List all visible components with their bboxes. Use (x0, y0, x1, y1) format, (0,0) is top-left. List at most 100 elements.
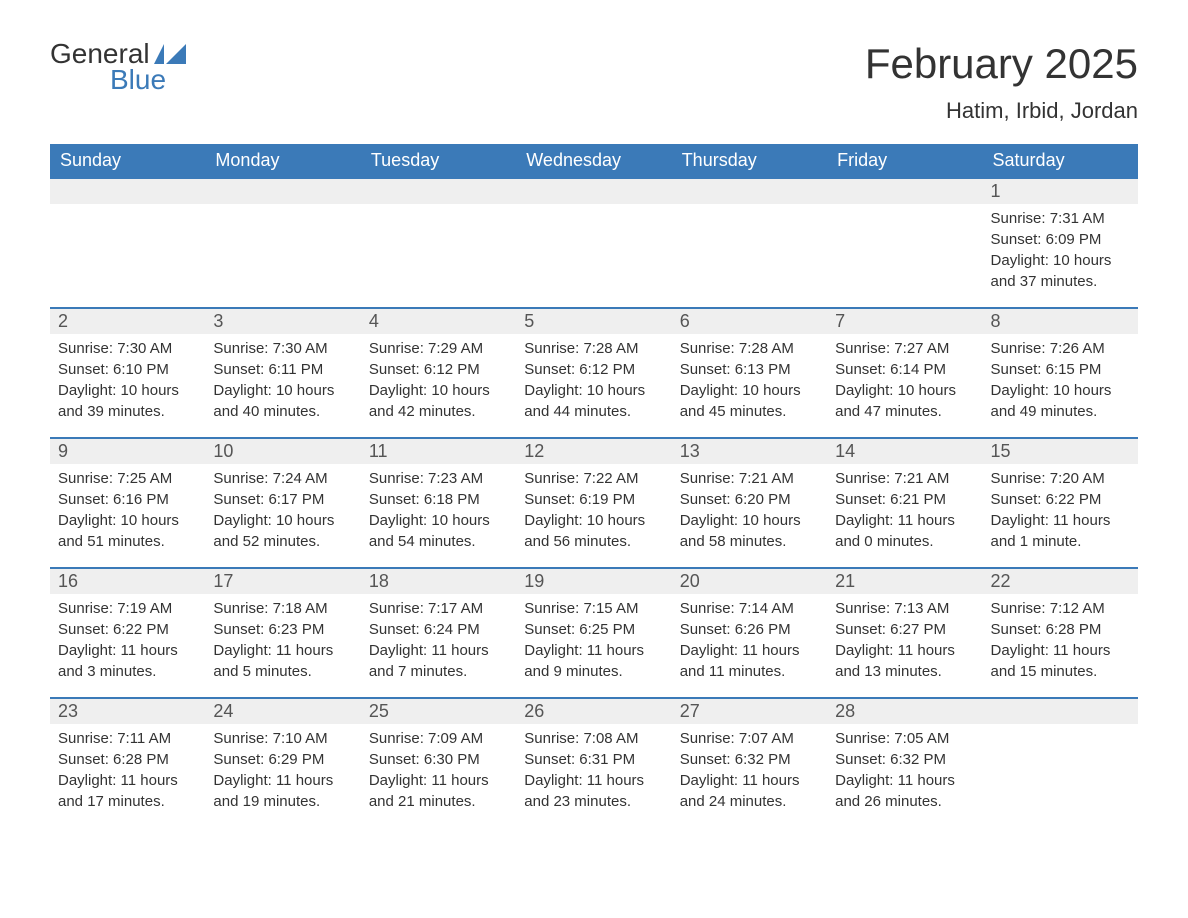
daylight-text: Daylight: 10 hours and 39 minutes. (58, 380, 197, 422)
sunset-text: Sunset: 6:23 PM (213, 619, 352, 640)
day-details: Sunrise: 7:29 AMSunset: 6:12 PMDaylight:… (361, 334, 516, 432)
day-number: 12 (516, 437, 671, 464)
day-number: 5 (516, 307, 671, 334)
sunset-text: Sunset: 6:16 PM (58, 489, 197, 510)
day-number: 21 (827, 567, 982, 594)
sunrise-text: Sunrise: 7:19 AM (58, 598, 197, 619)
sunrise-text: Sunrise: 7:31 AM (991, 208, 1130, 229)
sunrise-text: Sunrise: 7:21 AM (680, 468, 819, 489)
day-details: Sunrise: 7:28 AMSunset: 6:13 PMDaylight:… (672, 334, 827, 432)
daylight-text: Daylight: 11 hours and 23 minutes. (524, 770, 663, 812)
sunset-text: Sunset: 6:29 PM (213, 749, 352, 770)
sunrise-text: Sunrise: 7:15 AM (524, 598, 663, 619)
day-details: Sunrise: 7:05 AMSunset: 6:32 PMDaylight:… (827, 724, 982, 822)
logo: General Blue (50, 40, 186, 94)
sunrise-text: Sunrise: 7:20 AM (991, 468, 1130, 489)
sunset-text: Sunset: 6:26 PM (680, 619, 819, 640)
sunrise-text: Sunrise: 7:13 AM (835, 598, 974, 619)
logo-word-2: Blue (110, 66, 186, 94)
sunrise-text: Sunrise: 7:14 AM (680, 598, 819, 619)
day-details (983, 724, 1138, 738)
sunset-text: Sunset: 6:32 PM (835, 749, 974, 770)
daylight-text: Daylight: 11 hours and 24 minutes. (680, 770, 819, 812)
day-number: 4 (361, 307, 516, 334)
daylight-text: Daylight: 10 hours and 47 minutes. (835, 380, 974, 422)
day-details (672, 204, 827, 218)
sunrise-text: Sunrise: 7:28 AM (524, 338, 663, 359)
sunrise-text: Sunrise: 7:11 AM (58, 728, 197, 749)
day-number: 28 (827, 697, 982, 724)
day-details: Sunrise: 7:25 AMSunset: 6:16 PMDaylight:… (50, 464, 205, 562)
calendar-cell (50, 177, 205, 307)
calendar-cell: 3Sunrise: 7:30 AMSunset: 6:11 PMDaylight… (205, 307, 360, 437)
day-details: Sunrise: 7:08 AMSunset: 6:31 PMDaylight:… (516, 724, 671, 822)
calendar-cell (827, 177, 982, 307)
day-number: 22 (983, 567, 1138, 594)
title-block: February 2025 Hatim, Irbid, Jordan (865, 40, 1138, 124)
sunset-text: Sunset: 6:13 PM (680, 359, 819, 380)
calendar-cell: 1Sunrise: 7:31 AMSunset: 6:09 PMDaylight… (983, 177, 1138, 307)
daylight-text: Daylight: 11 hours and 11 minutes. (680, 640, 819, 682)
day-details: Sunrise: 7:23 AMSunset: 6:18 PMDaylight:… (361, 464, 516, 562)
sunset-text: Sunset: 6:12 PM (369, 359, 508, 380)
calendar-cell: 7 Sunrise: 7:27 AMSunset: 6:14 PMDaylight… (827, 307, 982, 437)
day-details: Sunrise: 7:11 AMSunset: 6:28 PMDaylight:… (50, 724, 205, 822)
day-details: Sunrise: 7:19 AMSunset: 6:22 PMDaylight:… (50, 594, 205, 692)
day-number: 10 (205, 437, 360, 464)
calendar-cell: 19Sunrise: 7:15 AMSunset: 6:25 PMDayligh… (516, 567, 671, 697)
daylight-text: Daylight: 11 hours and 17 minutes. (58, 770, 197, 812)
day-number: 7 (827, 307, 982, 334)
sunrise-text: Sunrise: 7:24 AM (213, 468, 352, 489)
calendar-cell: 13Sunrise: 7:21 AMSunset: 6:20 PMDayligh… (672, 437, 827, 567)
daylight-text: Daylight: 11 hours and 19 minutes. (213, 770, 352, 812)
day-details: Sunrise: 7:07 AMSunset: 6:32 PMDaylight:… (672, 724, 827, 822)
sunset-text: Sunset: 6:12 PM (524, 359, 663, 380)
calendar-cell: 23Sunrise: 7:11 AMSunset: 6:28 PMDayligh… (50, 697, 205, 827)
daylight-text: Daylight: 10 hours and 49 minutes. (991, 380, 1130, 422)
calendar-cell (672, 177, 827, 307)
sunrise-text: Sunrise: 7:29 AM (369, 338, 508, 359)
calendar-cell: 16Sunrise: 7:19 AMSunset: 6:22 PMDayligh… (50, 567, 205, 697)
daylight-text: Daylight: 10 hours and 37 minutes. (991, 250, 1130, 292)
sunrise-text: Sunrise: 7:12 AM (991, 598, 1130, 619)
daylight-text: Daylight: 11 hours and 13 minutes. (835, 640, 974, 682)
sunset-text: Sunset: 6:31 PM (524, 749, 663, 770)
day-number: 2 (50, 307, 205, 334)
day-details (50, 204, 205, 218)
month-title: February 2025 (865, 40, 1138, 88)
sunrise-text: Sunrise: 7:26 AM (991, 338, 1130, 359)
daylight-text: Daylight: 11 hours and 15 minutes. (991, 640, 1130, 682)
day-number: 20 (672, 567, 827, 594)
sunset-text: Sunset: 6:22 PM (58, 619, 197, 640)
day-number: 18 (361, 567, 516, 594)
day-details: Sunrise: 7:21 AMSunset: 6:20 PMDaylight:… (672, 464, 827, 562)
daylight-text: Daylight: 10 hours and 52 minutes. (213, 510, 352, 552)
calendar-cell: 17Sunrise: 7:18 AMSunset: 6:23 PMDayligh… (205, 567, 360, 697)
calendar-cell: 24Sunrise: 7:10 AMSunset: 6:29 PMDayligh… (205, 697, 360, 827)
sunset-text: Sunset: 6:14 PM (835, 359, 974, 380)
day-number: 16 (50, 567, 205, 594)
day-number: 3 (205, 307, 360, 334)
calendar-week-row: 1Sunrise: 7:31 AMSunset: 6:09 PMDaylight… (50, 177, 1138, 307)
daylight-text: Daylight: 11 hours and 9 minutes. (524, 640, 663, 682)
day-number: 25 (361, 697, 516, 724)
sunrise-text: Sunrise: 7:18 AM (213, 598, 352, 619)
location-subtitle: Hatim, Irbid, Jordan (865, 98, 1138, 124)
day-details: Sunrise: 7:13 AMSunset: 6:27 PMDaylight:… (827, 594, 982, 692)
calendar-cell: 9Sunrise: 7:25 AMSunset: 6:16 PMDaylight… (50, 437, 205, 567)
sunrise-text: Sunrise: 7:30 AM (58, 338, 197, 359)
calendar-cell: 5Sunrise: 7:28 AMSunset: 6:12 PMDaylight… (516, 307, 671, 437)
daylight-text: Daylight: 10 hours and 58 minutes. (680, 510, 819, 552)
daylight-text: Daylight: 11 hours and 21 minutes. (369, 770, 508, 812)
day-details: Sunrise: 7:18 AMSunset: 6:23 PMDaylight:… (205, 594, 360, 692)
day-header-row: Sunday Monday Tuesday Wednesday Thursday… (50, 144, 1138, 177)
calendar-week-row: 23Sunrise: 7:11 AMSunset: 6:28 PMDayligh… (50, 697, 1138, 827)
calendar-cell: 27Sunrise: 7:07 AMSunset: 6:32 PMDayligh… (672, 697, 827, 827)
sunrise-text: Sunrise: 7:05 AM (835, 728, 974, 749)
day-header: Saturday (983, 144, 1138, 177)
day-details: Sunrise: 7:15 AMSunset: 6:25 PMDaylight:… (516, 594, 671, 692)
calendar-cell: 2Sunrise: 7:30 AMSunset: 6:10 PMDaylight… (50, 307, 205, 437)
sunrise-text: Sunrise: 7:27 AM (835, 338, 974, 359)
day-number: 26 (516, 697, 671, 724)
sunrise-text: Sunrise: 7:10 AM (213, 728, 352, 749)
